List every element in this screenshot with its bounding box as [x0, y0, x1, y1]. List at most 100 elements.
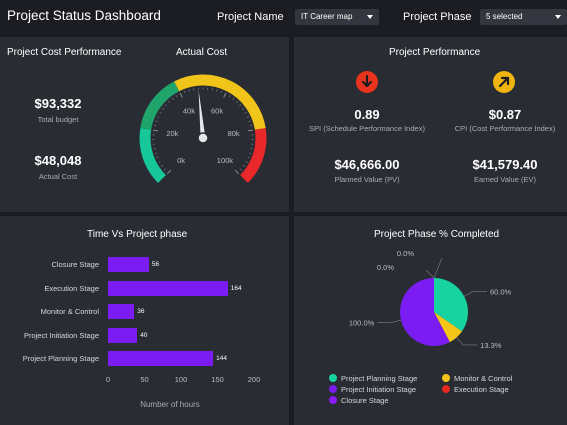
spi-value: 0.89 [354, 107, 380, 122]
gauge-tick [242, 108, 245, 110]
top-bar: Project Status Dashboard Project Name IT… [0, 0, 567, 34]
legend-item[interactable]: Execution Stage [442, 385, 509, 394]
legend-label: Execution Stage [454, 385, 509, 394]
project-phase-value: 5 selected [486, 12, 523, 21]
performance-panel-title: Project Performance [389, 47, 481, 58]
pie-legend: Project Planning Stage Monitor & Control P… [294, 216, 567, 425]
pie-value-label: 0.0% [377, 263, 394, 272]
gauge-tick [232, 97, 235, 100]
bar-value-label: 144 [216, 355, 227, 362]
earned-value: $41,579.40 [472, 157, 538, 172]
gauge-tick [153, 129, 159, 132]
earned-value-label: Earned Value (EV) [474, 175, 536, 184]
time-bar-chart: Closure Stage 56 Execution Stage 164 Monitor… [0, 216, 289, 425]
gauge-tick-label: 40k [183, 106, 195, 115]
legend-swatch [329, 385, 337, 393]
pie-leader-line [433, 257, 443, 279]
pie-value-label: 100.0% [349, 319, 375, 328]
gauge-tick [161, 108, 164, 110]
gauge-tick [154, 152, 157, 154]
pie-slice[interactable] [400, 278, 450, 346]
legend-item[interactable]: Monitor & Control [442, 374, 512, 383]
actual-cost-gauge: 0k 20k 40k 60k 80k 100k [139, 74, 267, 183]
gauge-tick-label: 0k [177, 156, 185, 165]
spi-label: SPI (Schedule Performance Index) [309, 124, 425, 133]
gauge-tick [228, 95, 231, 98]
chevron-down-icon [367, 15, 373, 19]
gauge-title: Actual Cost [176, 47, 228, 58]
gauge-tick [163, 168, 166, 171]
project-phase-label: Project Phase [403, 11, 472, 23]
cost-performance-panel: Project Cost Performance Actual Cost $93… [0, 37, 289, 212]
pie-slice[interactable] [434, 278, 468, 332]
bar[interactable] [108, 280, 228, 296]
legend-item[interactable]: Project Planning Stage [329, 374, 417, 383]
gauge-tick [216, 89, 218, 92]
project-name-select[interactable]: IT Career map [295, 9, 379, 25]
gauge-tick [246, 116, 249, 118]
bar-category-label: Execution Stage [44, 283, 99, 293]
pie-value-label: 0.0% [397, 249, 414, 258]
project-performance-panel: Project Performance 0.89 SPI (Schedule P… [294, 37, 567, 212]
pie-value-label: 13.3% [480, 341, 502, 350]
gauge-tick [157, 116, 160, 118]
project-name-label: Project Name [217, 11, 284, 23]
arrow-down-icon [356, 71, 378, 93]
legend-item[interactable]: Closure Stage [329, 396, 389, 405]
bar[interactable] [108, 327, 138, 343]
gauge-tick-label: 60k [211, 106, 223, 115]
x-tick-label: 100 [174, 375, 188, 384]
gauge-tick [168, 100, 171, 103]
gauge-tick [239, 104, 242, 107]
gauge-tick [171, 97, 174, 100]
bar-category-label: Monitor & Control [40, 307, 99, 316]
legend-swatch [329, 374, 337, 382]
x-tick-label: 50 [140, 375, 149, 384]
gauge-tick [242, 165, 245, 167]
legend-swatch [329, 396, 337, 404]
legend-label: Closure Stage [341, 396, 389, 405]
arrow-up-right-icon [493, 71, 515, 93]
gauge-tick [244, 112, 247, 114]
planned-value-label: Planned Value (PV) [334, 175, 400, 184]
chevron-down-icon [555, 15, 561, 19]
bar[interactable] [108, 257, 149, 272]
time-vs-phase-panel: Time Vs Project phase Closure Stage 56 Exe… [0, 216, 289, 425]
gauge-tick [223, 92, 227, 98]
gauge-tick [234, 169, 240, 175]
phase-completed-panel: Project Phase % Completed 60.0% 13.3% 100.… [294, 216, 567, 425]
gauge-tick-label: 100k [217, 156, 234, 165]
bar-category-label: Closure Stage [51, 260, 99, 269]
gauge-tick [188, 89, 190, 92]
legend-item[interactable]: Project Initiation Stage [329, 385, 416, 394]
gauge-tick [235, 100, 238, 103]
bar[interactable] [108, 351, 214, 366]
pie-leader-line [377, 319, 402, 323]
dashboard-title: Project Status Dashboard [7, 8, 161, 23]
gauge-tick [179, 92, 183, 98]
x-tick-label: 200 [247, 375, 261, 384]
gauge-tick [245, 161, 248, 163]
phase-panel-title: Project Phase % Completed [374, 229, 500, 240]
gauge-tick [220, 90, 222, 94]
cpi-label: CPI (Cost Performance Index) [454, 124, 556, 133]
x-axis-label: Number of hours [140, 400, 200, 409]
gauge-tick [155, 120, 158, 122]
pie-slice[interactable] [434, 312, 462, 343]
total-budget-value: $93,332 [34, 96, 82, 111]
bar-value-label: 164 [230, 284, 242, 292]
gauge-tick [158, 161, 161, 163]
gauge-tick [156, 156, 159, 159]
pie-value-label: 60.0% [490, 288, 512, 297]
bar[interactable] [108, 304, 135, 319]
legend-swatch [442, 374, 450, 382]
gauge-tick [248, 120, 251, 122]
gauge-band [139, 128, 167, 183]
actual-cost-value: $48,048 [34, 153, 82, 168]
x-tick-label: 0 [105, 375, 111, 384]
cost-panel-title: Project Cost Performance [7, 47, 122, 58]
gauge-tick [249, 152, 252, 154]
cpi-value: $0.87 [488, 107, 522, 122]
gauge-tick [166, 169, 172, 175]
project-phase-select[interactable]: 5 selected [480, 9, 567, 25]
